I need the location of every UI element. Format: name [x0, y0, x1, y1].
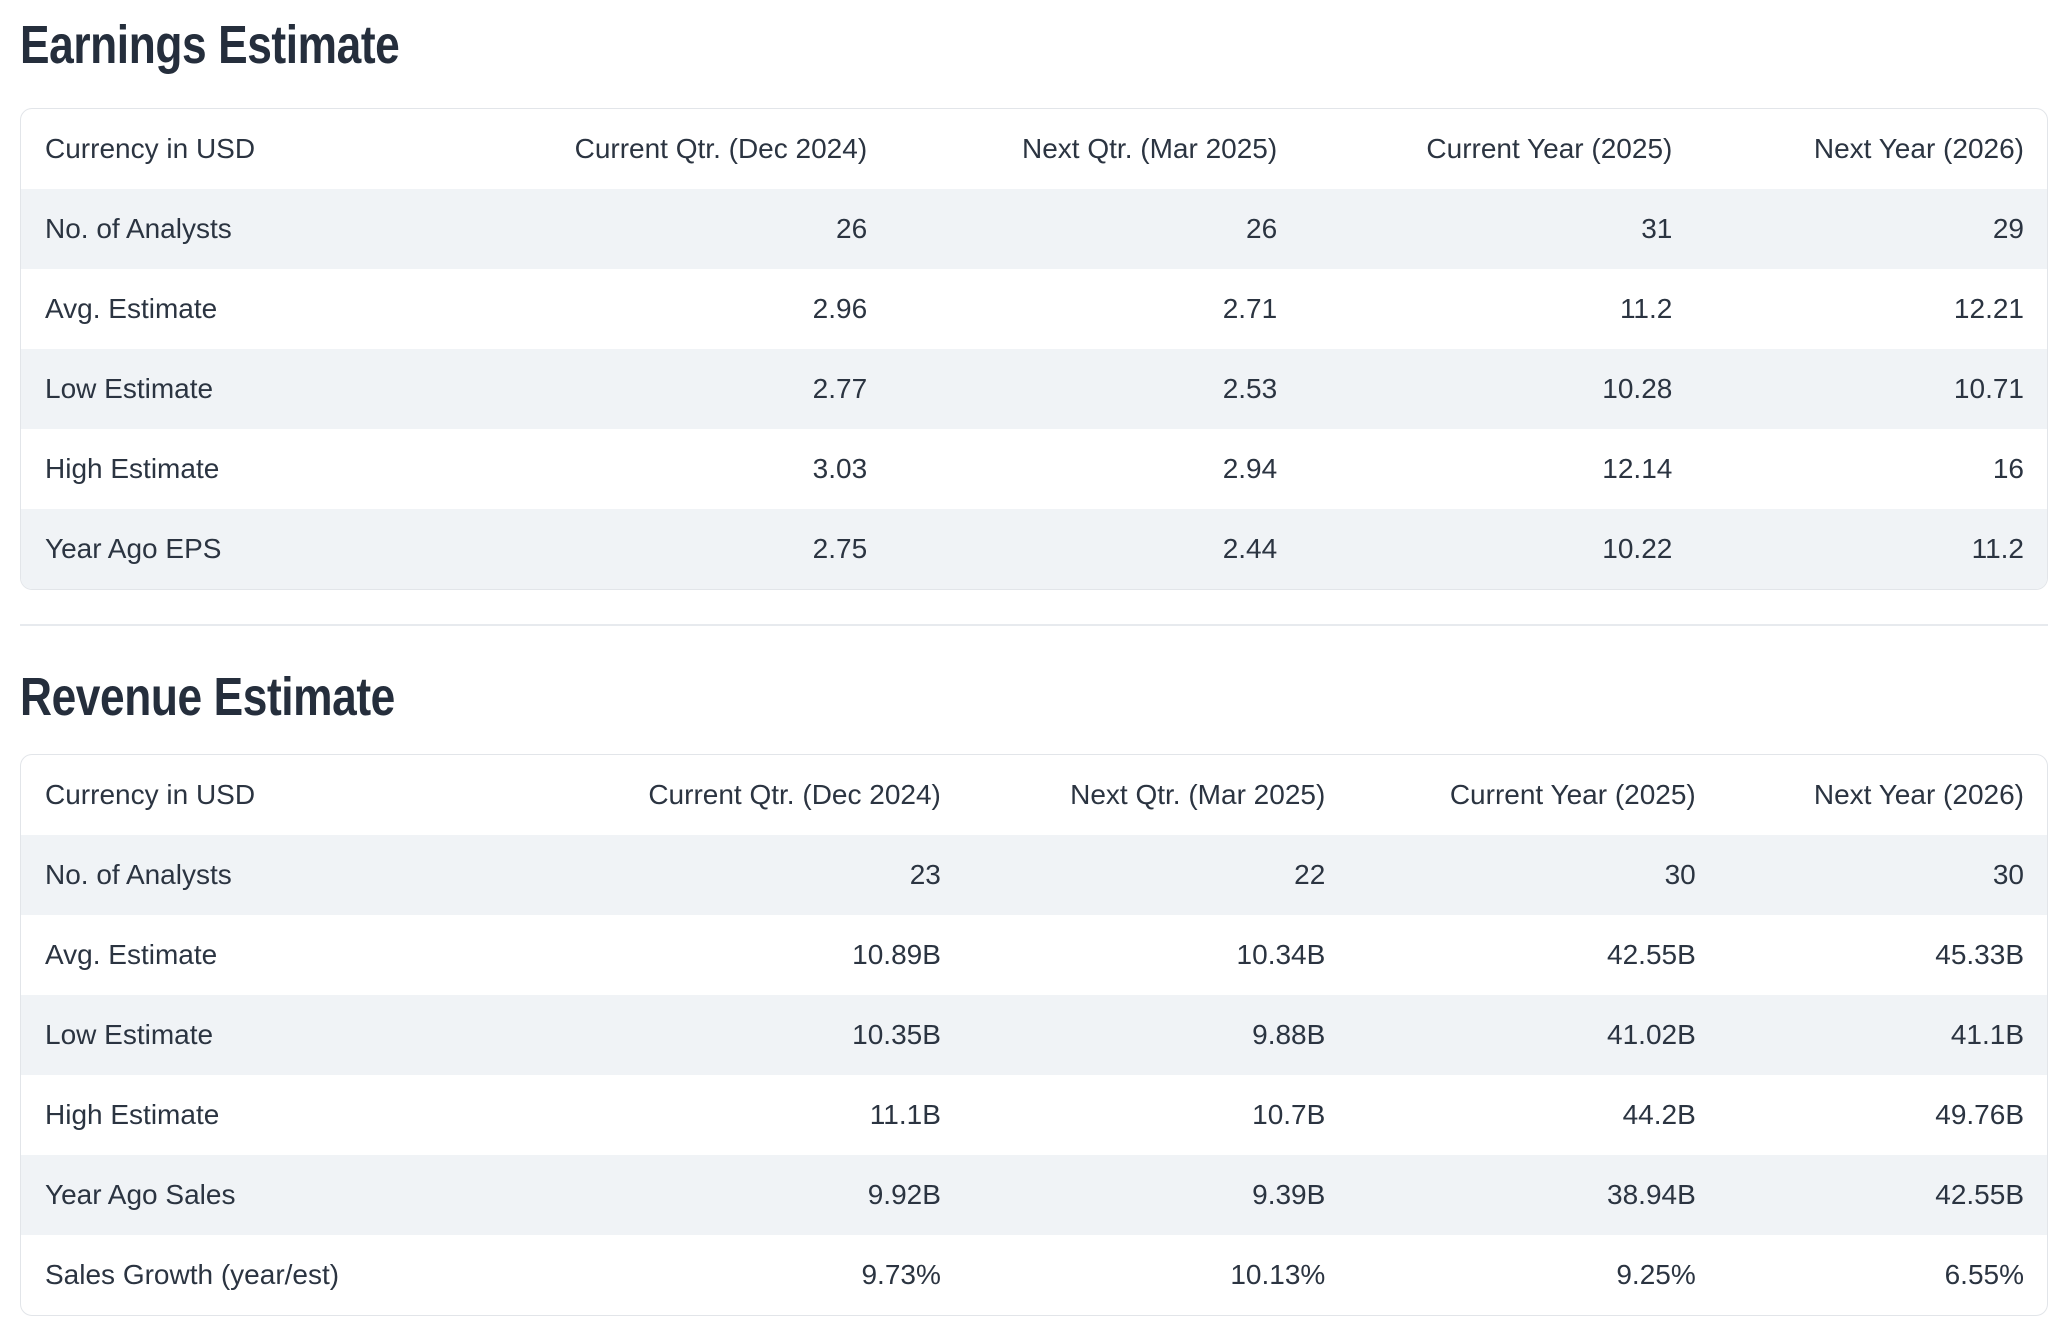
value-cell: 31 — [1277, 189, 1673, 269]
header-row: Currency in USD Current Qtr. (Dec 2024) … — [21, 755, 2047, 835]
next-qtr-header: Next Qtr. (Mar 2025) — [1070, 779, 1326, 810]
earnings-estimate-body: No. of Analysts 26 26 31 29 Avg. Estimat… — [21, 189, 2047, 589]
earnings-estimate-table: Currency in USD Current Qtr. (Dec 2024) … — [21, 109, 2047, 589]
earnings-estimate-header: Currency in USD Current Qtr. (Dec 2024) … — [21, 109, 2047, 189]
row-label-cell: Low Estimate — [21, 349, 398, 429]
value-cell: 23 — [500, 835, 941, 915]
row-label-cell: Year Ago Sales — [21, 1155, 501, 1235]
value-cell: 3.03 — [812, 453, 868, 484]
currency-note-header: Currency in USD — [45, 779, 256, 810]
value-cell: 9.92B — [500, 1155, 941, 1235]
value-cell: 9.25% — [1616, 1259, 1696, 1290]
earnings-estimate-card: Currency in USD Current Qtr. (Dec 2024) … — [20, 108, 2048, 590]
table-row: High Estimate 11.1B 10.7B 44.2B 49.76B — [21, 1075, 2047, 1155]
table-row: Avg. Estimate 2.96 2.71 11.2 12.21 — [21, 269, 2047, 349]
value-cell: 30 — [1695, 835, 2047, 915]
value-cell: 10.28 — [1277, 349, 1673, 429]
row-label-cell: No. of Analysts — [21, 835, 501, 915]
value-cell: 10.22 — [1277, 509, 1673, 589]
current-year-header: Current Year (2025) — [1449, 779, 1696, 810]
value-cell: 6.55% — [1944, 1259, 2024, 1290]
current-year-header: Current Year (2025) — [1426, 133, 1673, 164]
table-row: No. of Analysts 26 26 31 29 — [21, 189, 2047, 269]
row-label-cell: High Estimate — [45, 1099, 220, 1130]
value-cell: 2.44 — [867, 509, 1278, 589]
value-cell: 9.88B — [940, 995, 1326, 1075]
value-cell: 10.13% — [1230, 1259, 1326, 1290]
revenue-estimate-body: No. of Analysts 23 22 30 30 Avg. Estimat… — [21, 835, 2047, 1315]
value-cell: 2.96 — [812, 293, 868, 324]
value-cell: 11.2 — [1672, 509, 2047, 589]
value-cell: 16 — [1992, 453, 2024, 484]
value-cell: 26 — [397, 189, 868, 269]
revenue-estimate-header: Currency in USD Current Qtr. (Dec 2024) … — [21, 755, 2047, 835]
value-cell: 26 — [867, 189, 1278, 269]
value-cell: 2.53 — [867, 349, 1278, 429]
row-label-cell: Sales Growth (year/est) — [45, 1259, 340, 1290]
row-label-cell: Year Ago EPS — [21, 509, 398, 589]
revenue-estimate-title: Revenue Estimate — [20, 667, 395, 727]
value-cell: 22 — [940, 835, 1326, 915]
value-cell: 41.1B — [1695, 995, 2047, 1075]
value-cell: 45.33B — [1935, 939, 2024, 970]
value-cell: 12.14 — [1602, 453, 1673, 484]
value-cell: 29 — [1672, 189, 2047, 269]
revenue-estimate-table: Currency in USD Current Qtr. (Dec 2024) … — [21, 755, 2047, 1315]
value-cell: 44.2B — [1622, 1099, 1696, 1130]
table-row: Avg. Estimate 10.89B 10.34B 42.55B 45.33… — [21, 915, 2047, 995]
value-cell: 2.71 — [1222, 293, 1278, 324]
value-cell: 10.34B — [1236, 939, 1326, 970]
value-cell: 10.71 — [1672, 349, 2047, 429]
value-cell: 49.76B — [1935, 1099, 2024, 1130]
value-cell: 10.7B — [1252, 1099, 1326, 1130]
header-row: Currency in USD Current Qtr. (Dec 2024) … — [21, 109, 2047, 189]
currency-note-header: Currency in USD — [45, 133, 256, 164]
table-row: Low Estimate 10.35B 9.88B 41.02B 41.1B — [21, 995, 2047, 1075]
table-row: Year Ago EPS 2.75 2.44 10.22 11.2 — [21, 509, 2047, 589]
value-cell: 30 — [1325, 835, 1696, 915]
value-cell: 42.55B — [1695, 1155, 2047, 1235]
earnings-estimate-title: Earnings Estimate — [20, 15, 400, 75]
row-label-cell: Avg. Estimate — [45, 939, 218, 970]
table-row: Year Ago Sales 9.92B 9.39B 38.94B 42.55B — [21, 1155, 2047, 1235]
table-row: No. of Analysts 23 22 30 30 — [21, 835, 2047, 915]
row-label-cell: Avg. Estimate — [45, 293, 218, 324]
section-divider — [20, 624, 2048, 626]
table-row: Sales Growth (year/est) 9.73% 10.13% 9.2… — [21, 1235, 2047, 1315]
value-cell: 11.2 — [1619, 293, 1673, 324]
value-cell: 9.73% — [861, 1259, 941, 1290]
value-cell: 2.77 — [397, 349, 868, 429]
value-cell: 38.94B — [1325, 1155, 1696, 1235]
value-cell: 41.02B — [1325, 995, 1696, 1075]
value-cell: 42.55B — [1607, 939, 1696, 970]
current-qtr-header: Current Qtr. (Dec 2024) — [648, 779, 941, 810]
next-year-header: Next Year (2026) — [1813, 779, 2024, 810]
value-cell: 2.94 — [1222, 453, 1278, 484]
revenue-estimate-card: Currency in USD Current Qtr. (Dec 2024) … — [20, 754, 2048, 1316]
row-label-cell: No. of Analysts — [21, 189, 398, 269]
current-qtr-header: Current Qtr. (Dec 2024) — [574, 133, 868, 164]
value-cell: 2.75 — [397, 509, 868, 589]
row-label-cell: Low Estimate — [21, 995, 501, 1075]
table-row: Low Estimate 2.77 2.53 10.28 10.71 — [21, 349, 2047, 429]
next-qtr-header: Next Qtr. (Mar 2025) — [1022, 133, 1278, 164]
value-cell: 10.89B — [852, 939, 941, 970]
value-cell: 12.21 — [1953, 293, 2024, 324]
table-row: High Estimate 3.03 2.94 12.14 16 — [21, 429, 2047, 509]
row-label-cell: High Estimate — [45, 453, 220, 484]
value-cell: 9.39B — [940, 1155, 1326, 1235]
value-cell: 10.35B — [500, 995, 941, 1075]
value-cell: 11.1B — [869, 1099, 941, 1130]
next-year-header: Next Year (2026) — [1813, 133, 2024, 164]
